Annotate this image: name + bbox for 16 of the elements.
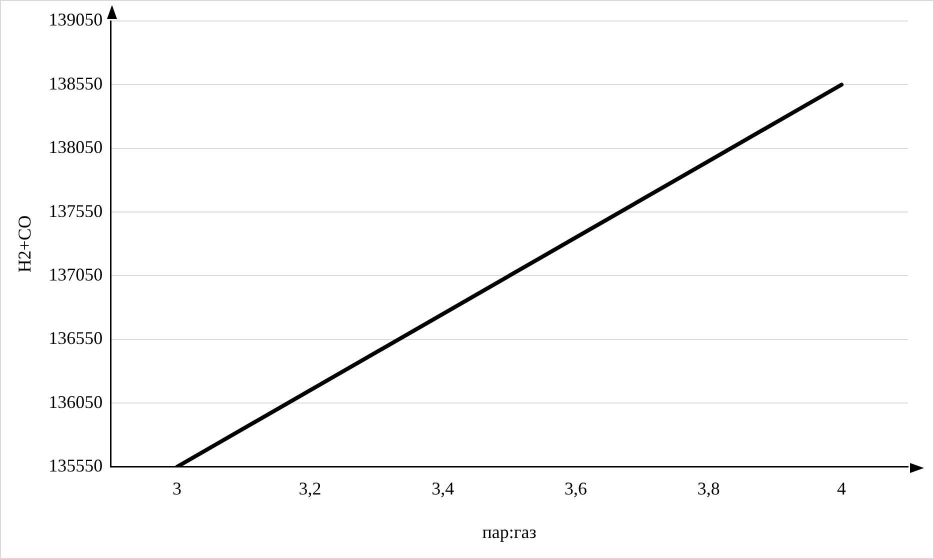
y-tick-label: 136550: [48, 328, 103, 348]
x-tick-label: 4: [837, 478, 846, 498]
y-tick-label: 138050: [48, 137, 103, 158]
x-axis-title: пар:газ: [482, 522, 536, 542]
y-tick-label: 139050: [48, 10, 103, 30]
y-axis-title: H2+CO: [14, 215, 35, 272]
x-tick-label: 3,4: [432, 478, 454, 498]
x-tick-label: 3,2: [298, 478, 322, 498]
y-tick-label: 137050: [48, 264, 103, 284]
x-tick-label: 3,8: [697, 478, 720, 498]
y-tick-label: 135550: [48, 456, 103, 476]
x-tick-label: 3,6: [564, 478, 587, 498]
x-tick-label: 3: [172, 478, 182, 498]
y-tick-label: 137550: [48, 200, 103, 221]
y-tick-label: 136050: [48, 392, 103, 412]
y-tick-label: 138550: [48, 73, 103, 94]
